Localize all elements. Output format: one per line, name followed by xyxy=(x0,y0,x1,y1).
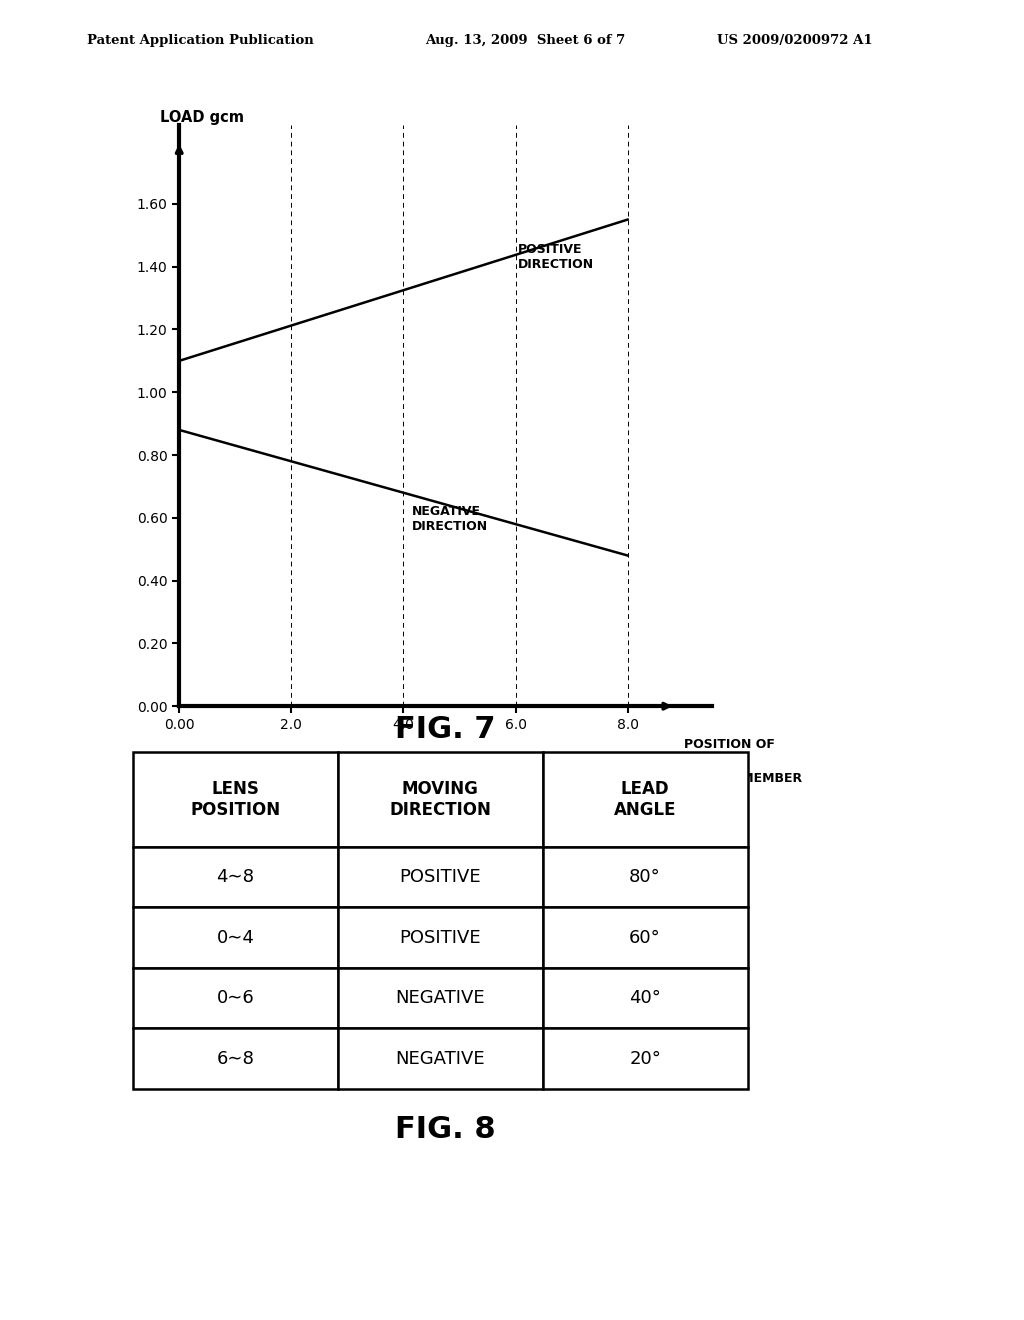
Text: LOAD gcm: LOAD gcm xyxy=(160,111,244,125)
Text: FIG. 7: FIG. 7 xyxy=(395,715,496,744)
Text: mm: mm xyxy=(684,809,710,822)
Text: FIG. 8: FIG. 8 xyxy=(395,1115,496,1144)
Text: POSITIVE
DIRECTION: POSITIVE DIRECTION xyxy=(518,243,594,271)
Text: NEGATIVE
DIRECTION: NEGATIVE DIRECTION xyxy=(412,506,487,533)
Text: US 2009/0200972 A1: US 2009/0200972 A1 xyxy=(717,34,872,48)
Text: POSITION OF: POSITION OF xyxy=(684,738,774,751)
Text: Aug. 13, 2009  Sheet 6 of 7: Aug. 13, 2009 Sheet 6 of 7 xyxy=(425,34,626,48)
Text: DRIVEN MEMBER: DRIVEN MEMBER xyxy=(684,772,802,785)
Text: Patent Application Publication: Patent Application Publication xyxy=(87,34,313,48)
